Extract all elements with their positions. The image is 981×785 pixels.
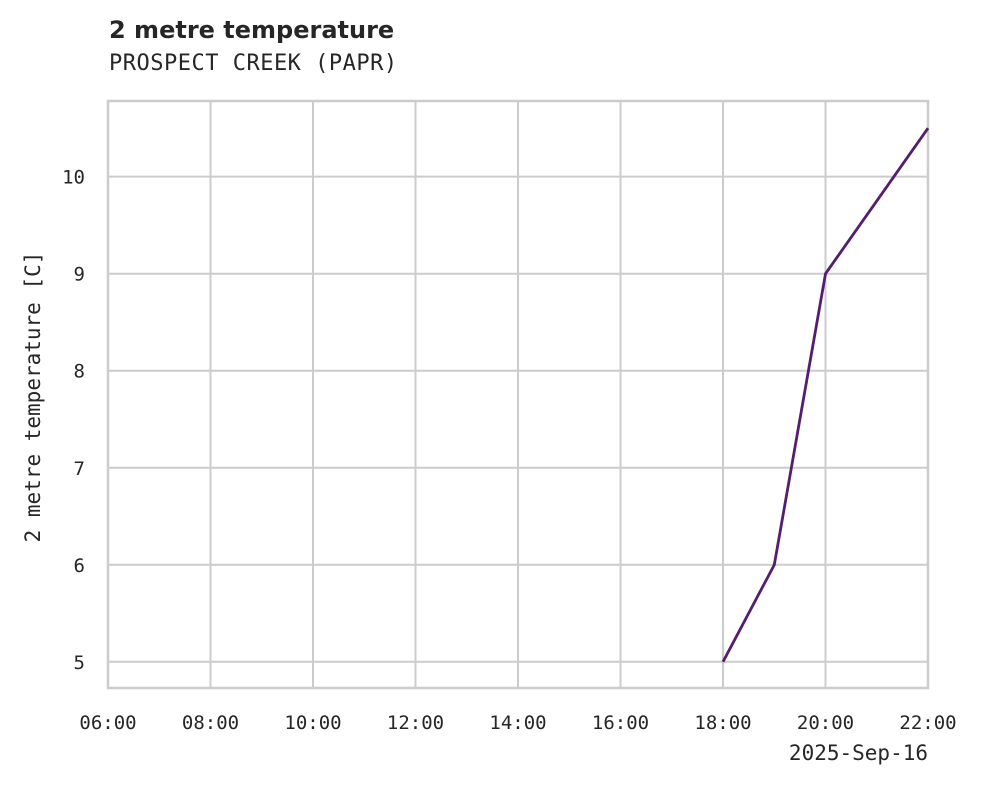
- x-tick-label: 18:00: [694, 712, 751, 734]
- y-tick-label: 7: [74, 458, 85, 480]
- x-offset-label: 2025-Sep-16: [789, 741, 928, 765]
- x-tick-labels: 06:00 08:00 10:00 12:00 14:00 16:00 18:00 20:00…: [79, 712, 956, 734]
- y-tick-label: 6: [74, 555, 85, 577]
- grid-lines: [107, 101, 929, 688]
- chart-title: 2 metre temperature: [109, 16, 395, 44]
- y-tick-label: 8: [74, 361, 85, 383]
- temperature-series-line: [721, 127, 930, 663]
- x-tick-label: 22:00: [899, 712, 956, 734]
- x-tick-label: 08:00: [182, 712, 239, 734]
- y-axis-label: 2 metre temperature [C]: [21, 252, 45, 543]
- x-tick-label: 14:00: [489, 712, 546, 734]
- x-tick-label: 20:00: [797, 712, 854, 734]
- plot-frame: [106, 99, 930, 690]
- x-tick-label: 16:00: [592, 712, 649, 734]
- y-tick-label: 10: [62, 167, 85, 189]
- x-tick-label: 12:00: [387, 712, 444, 734]
- y-tick-label: 5: [74, 652, 85, 674]
- y-tick-labels: 5 6 7 8 9 10: [62, 167, 85, 674]
- y-tick-label: 9: [74, 264, 85, 286]
- x-tick-label: 06:00: [79, 712, 136, 734]
- chart-subtitle: PROSPECT CREEK (PAPR): [109, 51, 398, 76]
- x-tick-label: 10:00: [284, 712, 341, 734]
